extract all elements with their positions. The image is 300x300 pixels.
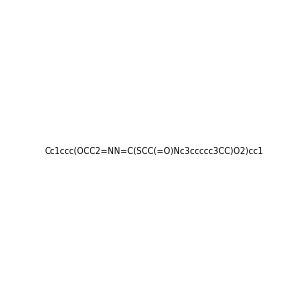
Text: Cc1ccc(OCC2=NN=C(SCC(=O)Nc3ccccc3CC)O2)cc1: Cc1ccc(OCC2=NN=C(SCC(=O)Nc3ccccc3CC)O2)c… [44,147,263,156]
